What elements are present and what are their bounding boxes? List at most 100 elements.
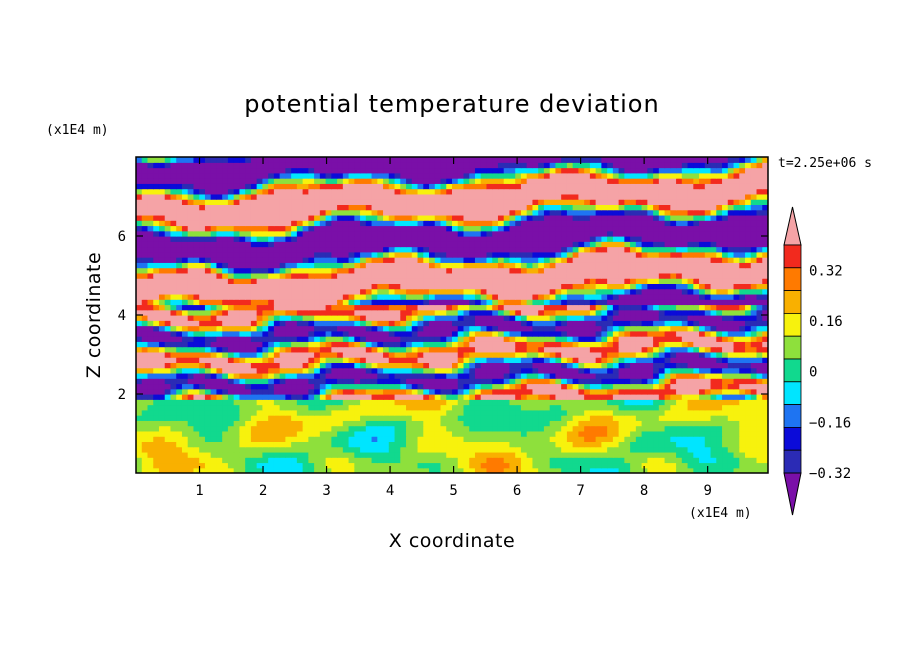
field-cell — [658, 383, 666, 390]
field-cell — [181, 330, 189, 337]
field-cell — [331, 446, 338, 453]
field-cell — [676, 357, 683, 363]
field-cell — [141, 425, 149, 432]
field-cell — [233, 457, 241, 464]
field-cell — [595, 420, 602, 427]
field-cell — [279, 262, 286, 269]
field-cell — [170, 457, 177, 464]
field-cell — [538, 262, 545, 269]
field-cell — [503, 267, 511, 274]
field-cell — [561, 336, 568, 342]
field-cell — [635, 272, 643, 279]
field-cell — [158, 357, 166, 363]
field-cell — [515, 320, 522, 327]
field-cell — [635, 436, 643, 442]
field-cell — [710, 430, 717, 437]
field-cell — [354, 388, 361, 395]
field-cell — [210, 241, 218, 248]
field-cell — [762, 336, 768, 342]
field-cell — [222, 425, 229, 432]
field-cell — [733, 367, 740, 374]
field-cell — [314, 367, 321, 374]
field-cell — [429, 467, 436, 473]
field-cell — [279, 367, 286, 374]
field-cell — [279, 436, 286, 442]
field-cell — [314, 357, 321, 363]
field-cell — [750, 441, 758, 448]
field-cell — [411, 257, 419, 263]
field-cell — [268, 457, 275, 464]
field-cell — [716, 299, 723, 306]
field-cell — [526, 430, 534, 437]
field-cell — [337, 325, 344, 332]
field-cell — [434, 325, 442, 332]
field-cell — [147, 383, 154, 390]
field-cell — [256, 283, 263, 290]
field-cell — [681, 341, 689, 348]
field-cell — [383, 251, 390, 258]
field-cell — [417, 330, 424, 337]
field-cell — [371, 330, 378, 337]
field-cell — [388, 251, 396, 258]
field-cell — [733, 467, 740, 473]
field-cell — [549, 383, 557, 390]
field-cell — [170, 372, 177, 379]
field-cell — [457, 388, 465, 395]
field-cell — [463, 457, 470, 464]
field-cell — [279, 399, 286, 406]
field-cell — [750, 467, 758, 473]
field-cell — [607, 288, 614, 295]
field-cell — [371, 283, 378, 290]
field-cell — [676, 415, 683, 421]
field-cell — [572, 457, 579, 464]
field-cell — [377, 246, 384, 253]
field-cell — [250, 367, 258, 374]
field-cell — [256, 341, 263, 348]
field-cell — [457, 278, 465, 284]
field-cell — [641, 236, 648, 242]
field-cell — [756, 430, 763, 437]
field-cell — [417, 262, 424, 269]
field-cell — [704, 236, 712, 242]
field-cell — [411, 278, 419, 284]
field-cell — [566, 367, 574, 374]
field-cell — [532, 262, 539, 269]
field-cell — [635, 399, 643, 406]
field-cell — [566, 409, 574, 416]
field-cell — [176, 430, 183, 437]
field-cell — [388, 288, 396, 295]
field-cell — [302, 262, 309, 269]
field-cell — [337, 436, 344, 442]
field-cell — [607, 388, 614, 395]
field-cell — [406, 362, 413, 369]
field-cell — [170, 246, 177, 253]
field-cell — [750, 367, 758, 374]
field-cell — [371, 430, 378, 437]
field-cell — [365, 404, 373, 411]
field-cell — [394, 299, 401, 306]
field-cell — [239, 230, 246, 237]
field-cell — [578, 446, 585, 453]
field-cell — [745, 351, 752, 358]
field-cell — [417, 409, 424, 416]
field-cell — [136, 246, 143, 253]
field-cell — [291, 436, 298, 442]
field-cell — [601, 415, 608, 421]
field-cell — [658, 367, 666, 374]
field-cell — [647, 372, 654, 379]
field-cell — [429, 330, 436, 337]
field-cell — [158, 278, 166, 284]
field-cell — [348, 288, 355, 295]
field-cell — [463, 293, 470, 300]
field-cell — [256, 420, 263, 427]
field-cell — [463, 267, 470, 274]
field-cell — [440, 362, 447, 369]
field-cell — [394, 251, 401, 258]
field-cell — [555, 372, 562, 379]
field-cell — [319, 462, 327, 469]
field-cell — [314, 336, 321, 342]
field-cell — [687, 351, 694, 358]
field-cell — [360, 383, 367, 390]
field-cell — [555, 320, 562, 327]
field-cell — [676, 425, 683, 432]
